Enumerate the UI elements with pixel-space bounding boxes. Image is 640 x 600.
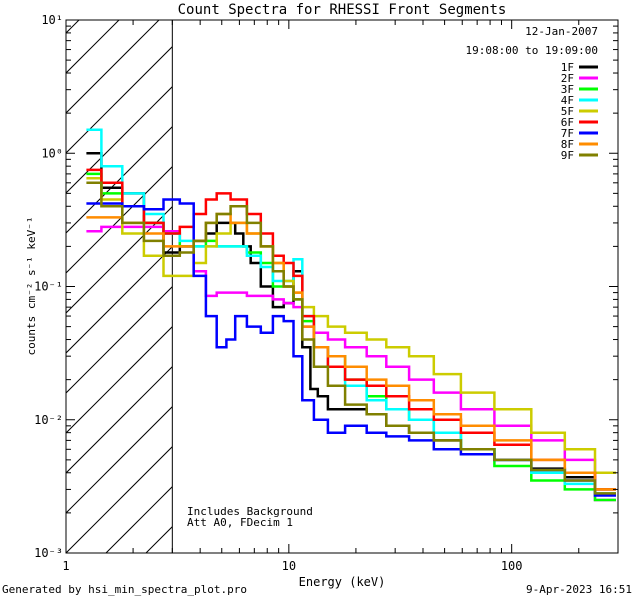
legend-label-3f: 3F	[561, 83, 574, 96]
series-line-6f	[86, 168, 616, 491]
legend-label-1f: 1F	[561, 61, 574, 74]
y-tick-label: 10¹	[41, 13, 63, 27]
timestamp-label: 9-Apr-2023 16:51	[526, 583, 632, 596]
y-tick-label: 10⁻³	[34, 546, 63, 560]
series-line-7f	[86, 198, 616, 497]
series-line-5f	[86, 176, 616, 475]
series-line-3f	[86, 172, 616, 502]
legend-label-9f: 9F	[561, 149, 574, 162]
hatch-line	[66, 365, 173, 474]
hatch-line	[66, 285, 173, 394]
chart-title: Count Spectra for RHESSI Front Segments	[178, 2, 507, 18]
hatch-line	[66, 20, 160, 114]
hatch-line	[66, 20, 80, 34]
y-tick-label: 10⁻¹	[34, 280, 63, 294]
y-tick-label: 10⁰	[41, 146, 63, 160]
x-tick-label: 100	[501, 559, 523, 573]
hatch-line	[0, 0, 106, 553]
date-label: 12-Jan-2007	[525, 25, 598, 38]
legend-label-4f: 4F	[561, 94, 574, 107]
legend-label-7f: 7F	[561, 127, 574, 140]
hatch-line	[66, 20, 120, 74]
hatch-line	[66, 165, 173, 274]
hatch-line	[66, 445, 173, 553]
generated-by-label: Generated by hsi_min_spectra_plot.pro	[2, 583, 248, 596]
y-tick-label: 10⁻²	[34, 413, 63, 427]
x-tick-label: 10	[282, 559, 296, 573]
time-range-label: 19:08:00 to 19:09:00	[466, 44, 598, 57]
x-tick-label: 1	[62, 559, 69, 573]
annotation-background: Includes Background	[187, 505, 313, 518]
y-axis-label: counts cm⁻² s⁻¹ keV⁻¹	[25, 216, 38, 355]
series-line-1f	[86, 152, 616, 491]
hatch-line	[66, 405, 173, 514]
legend-label-8f: 8F	[561, 138, 574, 151]
hatch-line	[66, 45, 173, 154]
legend-label-2f: 2F	[561, 72, 574, 85]
x-axis-label: Energy (keV)	[299, 575, 386, 589]
hatch-line	[66, 205, 173, 314]
series-line-9f	[86, 181, 616, 495]
legend-label-6f: 6F	[561, 116, 574, 129]
series-line-8f	[86, 212, 616, 491]
series-line-4f	[86, 128, 616, 495]
legend-label-5f: 5F	[561, 105, 574, 118]
hatch-line	[66, 245, 173, 354]
annotation-attenuator: Att A0, FDecim 1	[187, 516, 293, 529]
